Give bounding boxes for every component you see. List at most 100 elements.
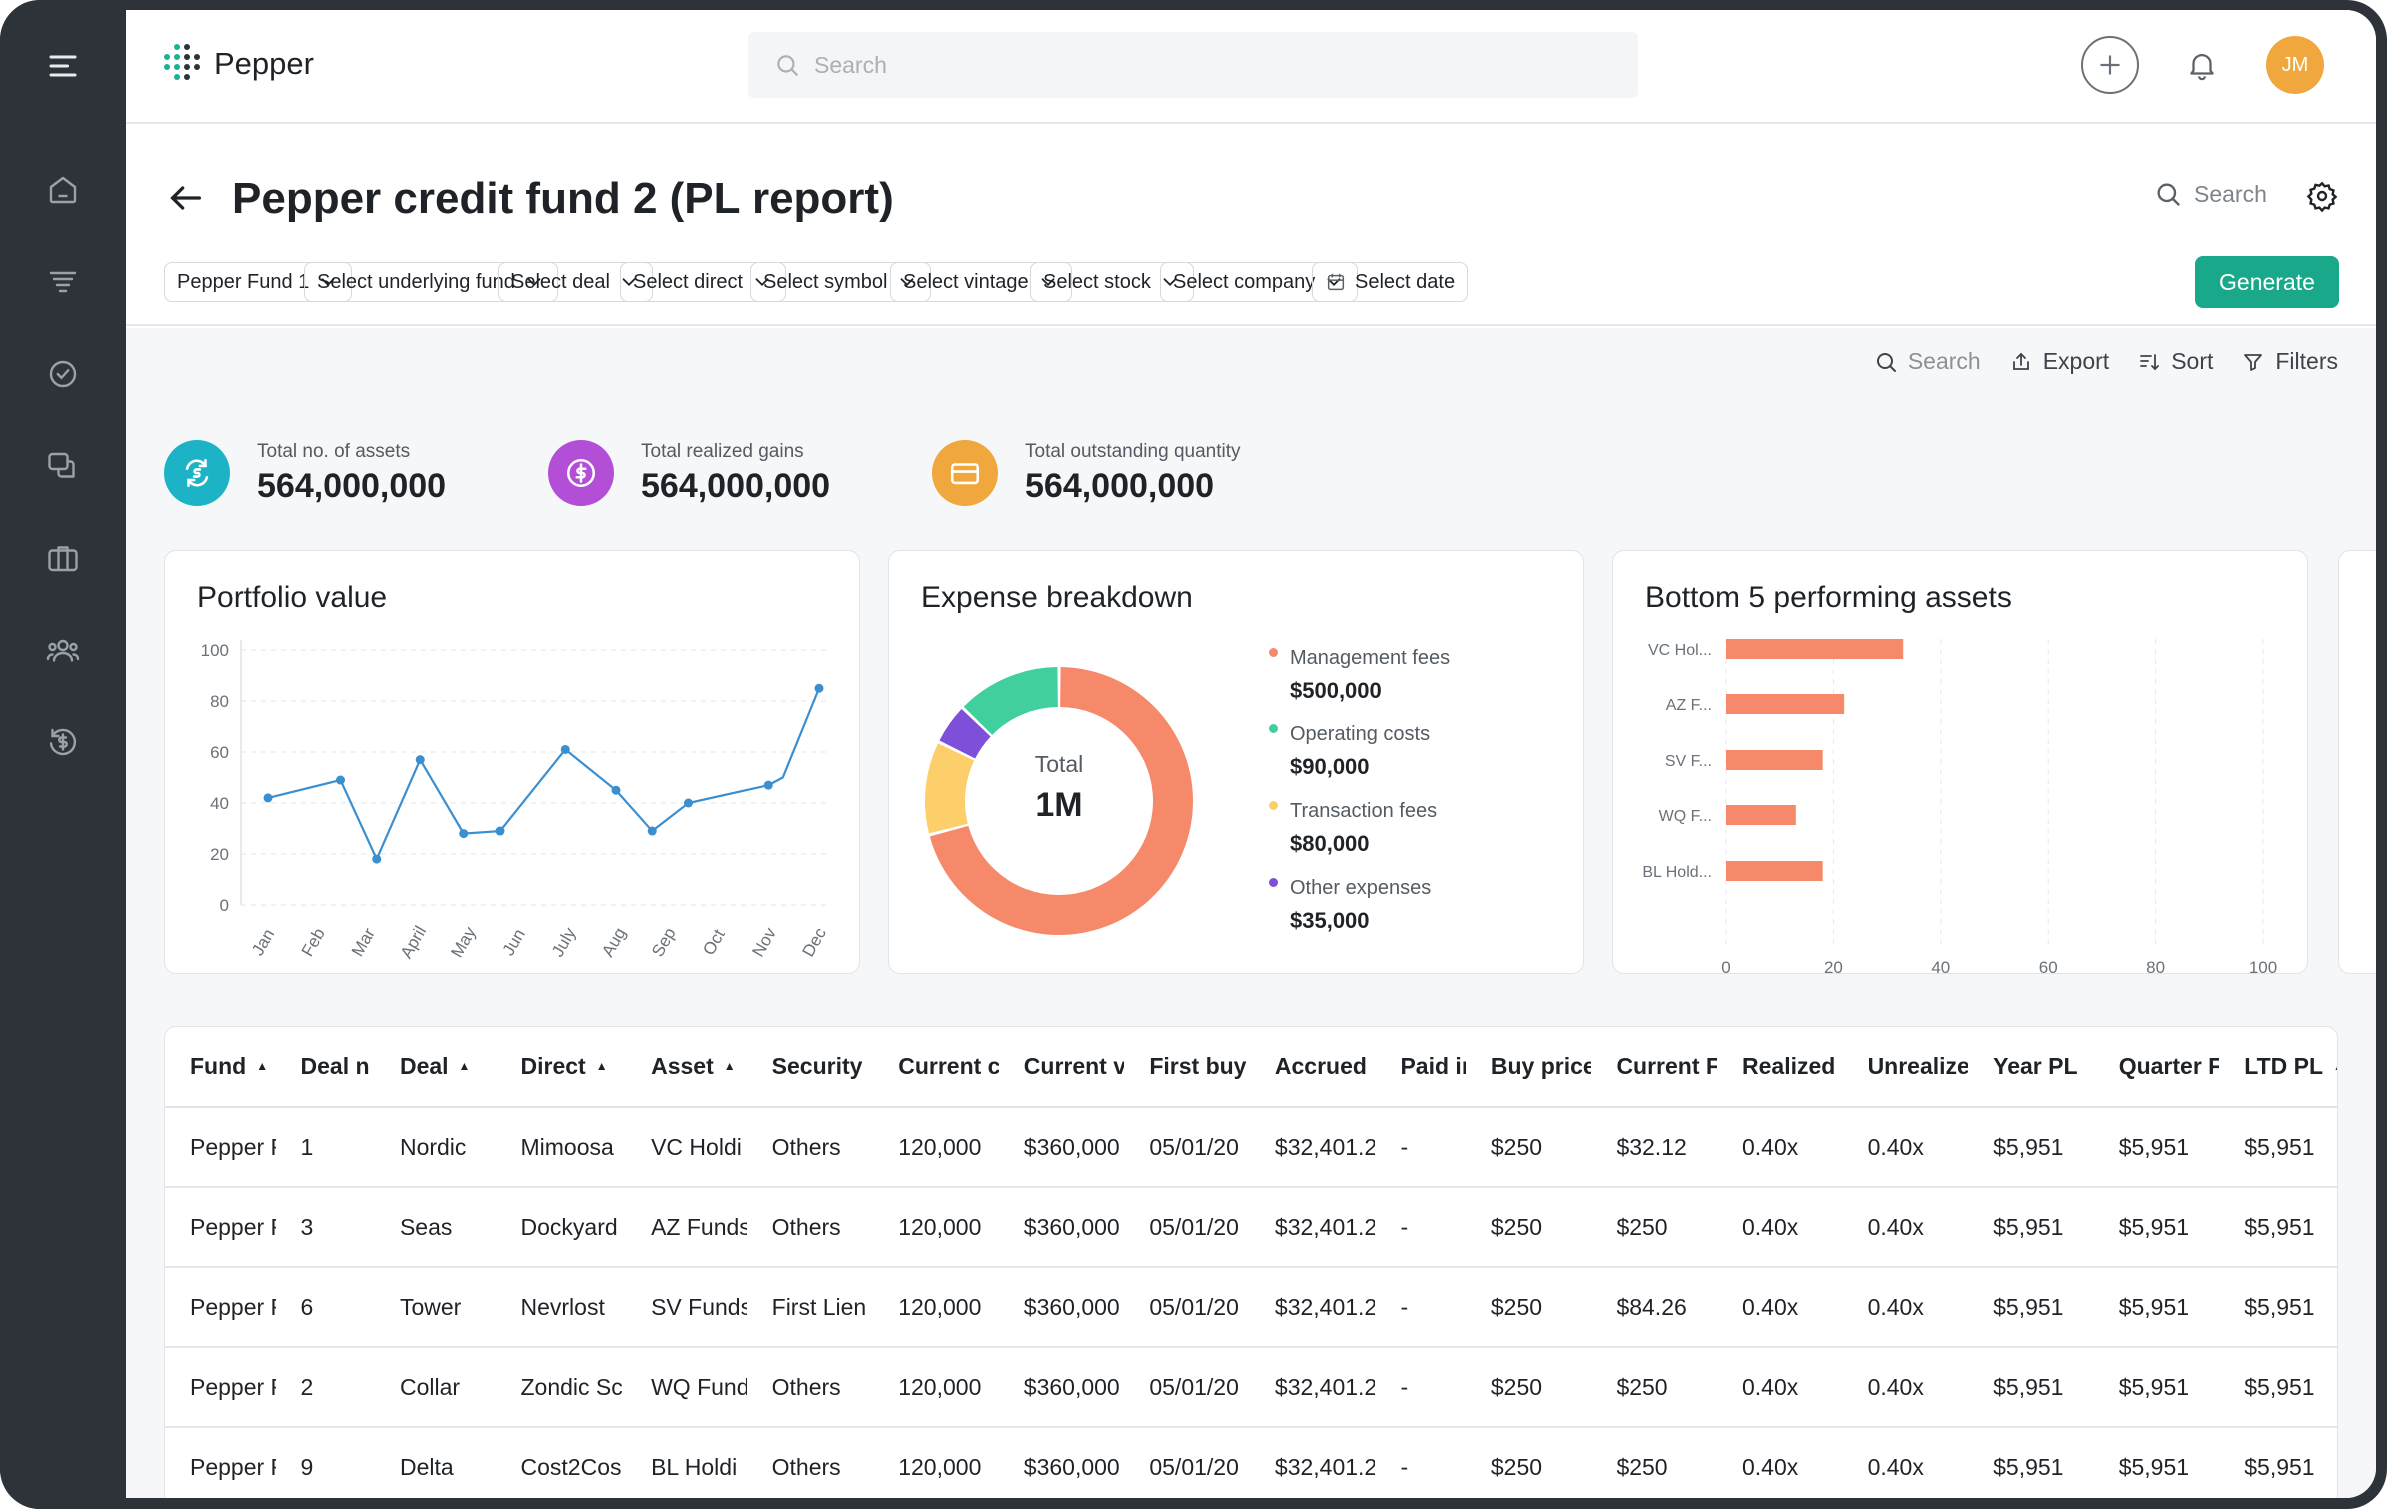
date-select[interactable]: Select date	[1312, 262, 1469, 302]
direct-select[interactable]: Select direct	[620, 262, 787, 302]
global-search-placeholder: Search	[814, 51, 887, 78]
data-point	[336, 775, 345, 785]
x-tick-label: Aug	[598, 924, 630, 960]
sort-up-icon[interactable]: ▲	[595, 1058, 608, 1073]
stock-select[interactable]: Select stock	[1030, 262, 1194, 302]
company-select[interactable]: Select company	[1160, 262, 1359, 302]
x-tick-label: 20	[1824, 958, 1843, 975]
filter-icon	[2244, 353, 2263, 371]
chevron-down-icon	[755, 278, 769, 287]
logo[interactable]: Pepper	[164, 44, 314, 84]
sort-label: Sort	[2171, 348, 2214, 374]
column-header[interactable]: Unrealize	[1842, 1027, 1969, 1108]
column-header[interactable]: Fund ▲	[165, 1027, 276, 1108]
column-header[interactable]: Accrued	[1249, 1027, 1376, 1108]
x-tick-label: Mar	[348, 925, 379, 960]
column-header[interactable]: First buy	[1124, 1027, 1250, 1108]
y-tick-label: 100	[201, 641, 229, 660]
symbol-select[interactable]: Select symbol	[750, 262, 931, 302]
header-search[interactable]: Search	[2154, 180, 2267, 208]
briefcase-icon[interactable]	[43, 538, 83, 578]
table-cell: $360,000	[998, 1347, 1125, 1428]
column-header[interactable]: Security	[746, 1027, 874, 1108]
column-header[interactable]: Realized	[1717, 1027, 1843, 1108]
table-cell: 0.40x	[1717, 1267, 1843, 1348]
menu-icon[interactable]	[43, 46, 83, 86]
sort-button[interactable]: Sort	[2137, 348, 2213, 375]
check-circle-icon[interactable]	[43, 354, 83, 394]
sort-up-icon[interactable]: ▲	[723, 1058, 736, 1073]
fund-select[interactable]: Pepper Fund 1	[164, 262, 353, 302]
sort-up-icon[interactable]: ▲	[2333, 1059, 2337, 1073]
table-row[interactable]: Pepper F 6 Tower Nevrlost SV Funds First Lien…	[165, 1267, 2337, 1348]
column-header[interactable]: Current c	[873, 1027, 999, 1108]
sort-up-icon[interactable]: ▲	[256, 1058, 269, 1073]
column-header[interactable]: Paid ir	[1375, 1027, 1466, 1108]
column-header-label: Year PL	[1993, 1053, 2078, 1079]
column-header[interactable]: Direct ▲	[495, 1027, 627, 1108]
card-title: Portfolio value	[197, 581, 388, 614]
vintage-select[interactable]: Select vintage	[890, 262, 1072, 302]
table-row[interactable]: Pepper F 2 Collar Zondic Sc WQ Fund Others 120…	[165, 1347, 2337, 1428]
series-line	[267, 687, 821, 862]
column-header[interactable]: Current v	[998, 1027, 1125, 1108]
table-cell: $250	[1591, 1427, 1717, 1498]
toolbar-search[interactable]: Search	[1874, 348, 1981, 375]
table-cell: Seas	[374, 1187, 496, 1268]
users-icon[interactable]	[43, 630, 83, 670]
y-tick-label: WQ F...	[1659, 808, 1712, 825]
export-button[interactable]: Export	[2009, 348, 2109, 375]
deal-select[interactable]: Select deal	[498, 262, 653, 302]
export-label: Export	[2042, 348, 2110, 374]
avatar[interactable]: JM	[2266, 36, 2324, 94]
chat-icon[interactable]	[43, 446, 83, 486]
generate-button[interactable]: Generate	[2195, 256, 2339, 308]
column-header-label: Unrealize	[1867, 1053, 1969, 1079]
chevron-down-icon	[1327, 278, 1341, 287]
table-cell: 05/01/20	[1124, 1267, 1250, 1348]
notifications-button[interactable]	[2173, 36, 2231, 94]
column-header[interactable]: Asset ▲	[626, 1027, 747, 1108]
x-tick-label: Dec	[798, 924, 830, 960]
table-row[interactable]: Pepper F 3 Seas Dockyard AZ Funds Others 120,0…	[165, 1187, 2337, 1268]
column-header[interactable]: Deal n	[275, 1027, 375, 1108]
underlying-fund-select[interactable]: Select underlying fund	[304, 262, 558, 302]
add-button[interactable]	[2081, 36, 2139, 94]
y-tick-label: VC Hol...	[1648, 642, 1712, 659]
calendar-icon	[1327, 273, 1345, 291]
column-header[interactable]: Buy price	[1465, 1027, 1592, 1108]
y-tick-label: 80	[210, 692, 229, 711]
table-row[interactable]: Pepper F 1 Nordic Mimoosa VC Holdi Others 120,…	[165, 1107, 2337, 1188]
back-arrow-icon[interactable]	[166, 178, 206, 218]
bar	[1726, 861, 1823, 881]
home-icon[interactable]	[43, 170, 83, 210]
column-header[interactable]: Year PL	[1968, 1027, 2094, 1108]
table-cell: $84.26	[1591, 1267, 1717, 1348]
table-cell: 05/01/20	[1124, 1427, 1250, 1498]
filters-button[interactable]: Filters	[2241, 348, 2338, 375]
column-header[interactable]: Deal ▲	[374, 1027, 496, 1108]
global-search-input[interactable]: Search	[748, 32, 1638, 98]
column-header[interactable]: Quarter F	[2093, 1027, 2220, 1108]
table-cell: Pepper F	[165, 1347, 276, 1428]
table-cell: Pepper F	[165, 1427, 276, 1498]
legend-label: Other expenses	[1290, 877, 1432, 899]
column-header-label: Deal	[399, 1053, 449, 1079]
sort-up-icon[interactable]: ▲	[458, 1058, 471, 1073]
donut-center: Total 1M	[939, 751, 1179, 825]
funnel-icon[interactable]	[43, 262, 83, 302]
table-cell: Collar	[374, 1347, 496, 1428]
table-cell: $5,951	[2219, 1347, 2337, 1428]
chevron-down-icon	[1041, 278, 1055, 287]
column-header[interactable]: Current F	[1591, 1027, 1717, 1108]
table-row[interactable]: Pepper F 9 Delta Cost2Cos BL Holdi Others 120,…	[165, 1427, 2337, 1498]
table-cell: 120,000	[873, 1347, 999, 1428]
column-header-label: Buy price	[1490, 1053, 1592, 1079]
dollar-refresh-icon[interactable]	[43, 722, 83, 762]
kpi-total-assets: Total no. of assets 564,000,000	[164, 438, 446, 508]
column-header[interactable]: LTD PL ▲	[2219, 1027, 2337, 1108]
table-cell: $5,951	[1968, 1267, 2094, 1348]
table-cell: $5,951	[2219, 1267, 2337, 1348]
legend-label: Operating costs	[1290, 723, 1431, 745]
settings-gear-icon[interactable]	[2306, 180, 2338, 212]
